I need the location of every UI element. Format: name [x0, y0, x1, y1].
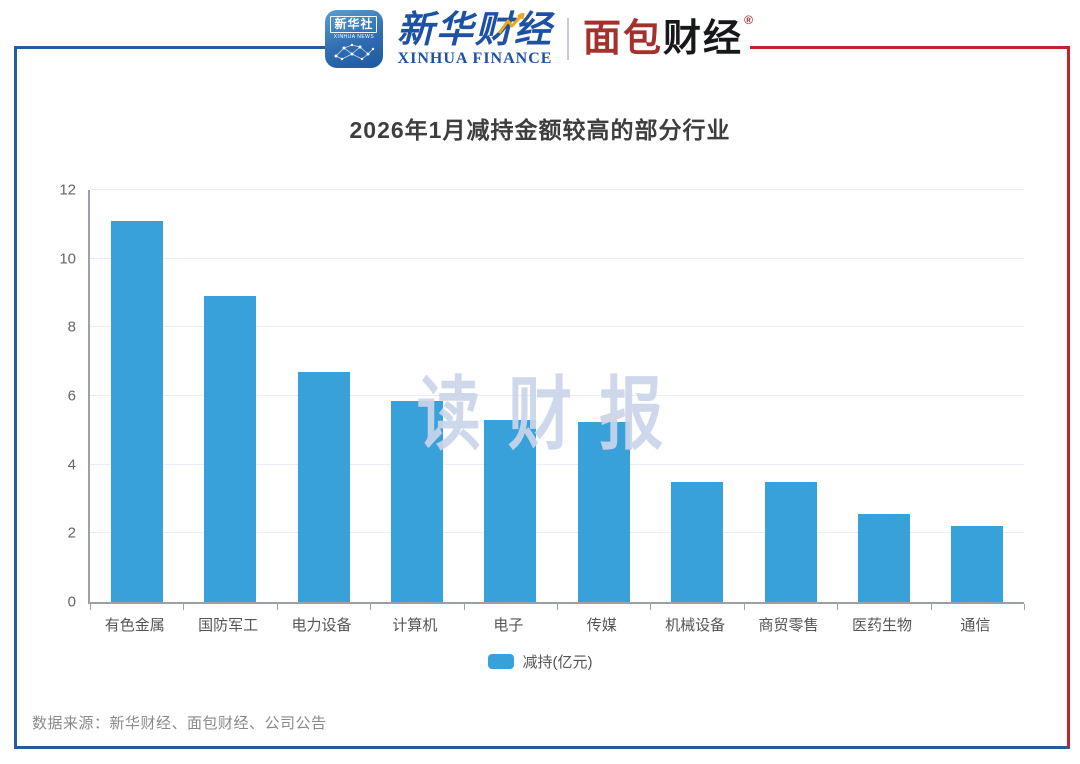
x-axis-tick — [90, 604, 91, 610]
xinhua-news-app-icon: 新华社 XINHUA NEWS — [324, 10, 383, 68]
x-axis-tick — [463, 604, 465, 610]
bar-slot — [464, 190, 557, 602]
legend-label: 减持(亿元) — [522, 654, 593, 671]
gridline — [90, 189, 1024, 190]
y-axis-tick-label: 0 — [67, 593, 76, 611]
y-axis-tick-label: 4 — [67, 456, 76, 474]
x-axis-tick — [650, 604, 652, 610]
xinhua-news-app-subtitle: XINHUA NEWS — [333, 34, 375, 40]
x-axis-label: 传媒 — [586, 617, 617, 634]
header-logos: 新华社 XINHUA NEWS 新华财经 XINHUA FINANCE 面包财经… — [0, 10, 1080, 68]
x-axis-label: 商贸零售 — [758, 617, 819, 634]
bar-传媒 — [577, 421, 630, 602]
mianbao-logo-part2: 财经 — [663, 18, 744, 60]
bar-商贸零售 — [764, 481, 817, 602]
bar-通信 — [951, 526, 1004, 602]
x-axis-label: 国防军工 — [198, 617, 259, 634]
bar-slot — [744, 190, 837, 602]
x-axis-label: 有色金属 — [104, 617, 165, 634]
bar-slot — [90, 190, 183, 602]
y-axis-tick-label: 8 — [67, 318, 76, 336]
bar-电力设备 — [297, 371, 350, 602]
bar-电子 — [484, 420, 537, 602]
bar-slot — [650, 190, 743, 602]
xinhua-finance-cn: 新华财经 — [396, 9, 553, 50]
y-axis-tick-label: 2 — [67, 524, 76, 542]
bar-slot — [277, 190, 370, 602]
legend-swatch — [487, 654, 514, 669]
x-axis-tick — [837, 604, 839, 610]
x-axis-tick — [183, 604, 185, 610]
x-axis-labels: 有色金属 国防军工 电力设备 计算机 电子 传媒 机械设备 商贸零售 医药生物 通信 — [88, 614, 1022, 635]
bar-slot — [837, 190, 930, 602]
gridline — [90, 395, 1024, 396]
chart-title: 2026年1月减持金额较高的部分行业 — [349, 117, 731, 143]
gridline — [90, 326, 1024, 328]
bar-slot — [183, 190, 276, 602]
x-axis-label: 机械设备 — [665, 617, 726, 634]
bar-国防军工 — [204, 296, 257, 602]
xinhua-finance-en: XINHUA FINANCE — [397, 50, 553, 67]
x-axis-label: 计算机 — [392, 617, 438, 634]
registered-trademark-icon: ® — [744, 13, 756, 27]
x-axis-tick — [1024, 604, 1025, 610]
xinhua-finance-logo: 新华财经 XINHUA FINANCE — [397, 11, 553, 67]
bar-有色金属 — [110, 220, 163, 602]
legend: 减持(亿元) — [0, 651, 1080, 672]
mianbao-finance-logo: 面包财经 ® — [582, 14, 755, 60]
gridline — [90, 257, 1024, 259]
frame-top-right-segment — [750, 46, 1067, 49]
plot-area: 0 2 4 6 8 10 12 — [59, 183, 1025, 610]
x-axis-tick — [557, 604, 558, 610]
bar-slot — [931, 190, 1024, 602]
bar-slot — [370, 190, 463, 602]
y-axis-tick-label: 12 — [59, 181, 76, 199]
bar-机械设备 — [671, 481, 724, 602]
frame-top-left-segment — [14, 46, 332, 49]
bars-container — [90, 190, 1024, 602]
logo-separator — [566, 18, 569, 60]
gridline — [90, 463, 1024, 465]
constellation-icon — [334, 43, 375, 61]
x-axis-label: 医药生物 — [851, 617, 912, 634]
x-axis-tick — [930, 604, 932, 610]
bar-计算机 — [390, 401, 443, 602]
bar-医药生物 — [857, 514, 910, 602]
bar-slot — [557, 190, 650, 602]
page-frame — [14, 46, 1070, 749]
x-axis-tick — [276, 604, 278, 610]
x-axis-label: 电力设备 — [291, 617, 352, 634]
y-axis-tick-label: 6 — [67, 387, 76, 405]
x-axis-tick — [370, 604, 372, 610]
mianbao-logo-part1: 面包 — [582, 18, 663, 60]
data-source: 数据来源：新华财经、面包财经、公司公告 — [32, 715, 327, 732]
x-axis-label: 电子 — [493, 617, 524, 634]
x-axis-tick — [743, 604, 745, 610]
gridline — [90, 532, 1024, 534]
y-axis-tick-label: 10 — [59, 250, 76, 268]
xinhua-news-app-name: 新华社 — [330, 16, 378, 33]
x-axis-label: 通信 — [960, 617, 991, 634]
